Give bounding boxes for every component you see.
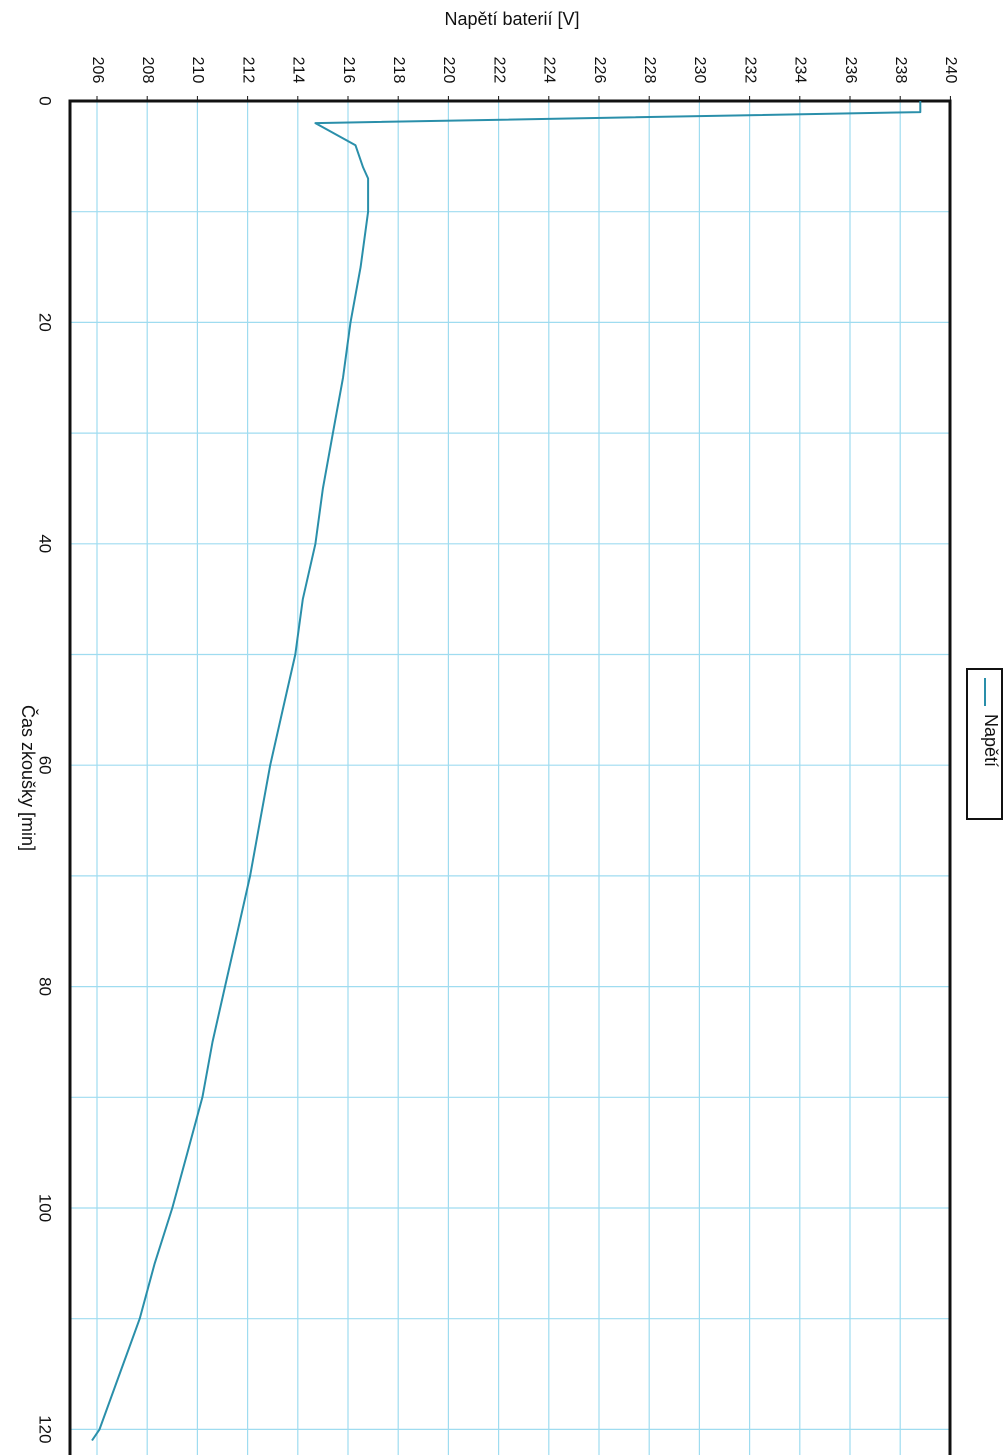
legend-label: Napětí (981, 714, 1001, 767)
voltage-tick-label: 210 (189, 57, 206, 84)
voltage-tick-label: 240 (942, 57, 959, 84)
grid (70, 101, 950, 1455)
voltage-axis-title: Napětí baterií [V] (444, 9, 579, 29)
time-tick-label: 40 (36, 534, 55, 553)
voltage-tick-label: 220 (440, 57, 457, 84)
voltage-tick-label: 224 (541, 57, 558, 84)
voltage-tick-label: 236 (842, 57, 859, 84)
voltage-tick-label: 226 (591, 57, 608, 84)
series-layer (91, 101, 922, 1442)
time-tick-label: 20 (36, 313, 55, 332)
time-tick-label: 100 (36, 1194, 55, 1222)
voltage-tick-label: 232 (741, 57, 758, 84)
voltage-tick-label: 216 (340, 57, 357, 84)
voltage-tick-label: 208 (139, 57, 156, 84)
voltage-tick-label: 222 (490, 57, 507, 84)
legend: Napětí (966, 668, 1003, 820)
voltage-tick-label: 218 (390, 57, 407, 84)
time-tick-label: 120 (36, 1415, 55, 1443)
voltage-tick-label: 206 (89, 57, 106, 84)
tick-labels: 206 208 210 212 214 216 218 220 222 224 226 228 230 2… (36, 57, 960, 1444)
voltage-tick-label: 230 (691, 57, 708, 84)
time-axis-title: Čas zkoušky [min] (18, 705, 39, 851)
voltage-series-line (91, 101, 922, 1442)
time-tick-label: 0 (36, 96, 55, 105)
voltage-tick-label: 228 (641, 57, 658, 84)
time-tick-label: 60 (36, 756, 55, 775)
voltage-tick-label: 234 (792, 57, 809, 84)
plot-frame (68, 99, 952, 1455)
time-tick-label: 80 (36, 977, 55, 996)
voltage-tick-label: 212 (239, 57, 256, 84)
voltage-tick-label: 238 (892, 57, 909, 84)
voltage-tick-label: 214 (290, 57, 307, 84)
